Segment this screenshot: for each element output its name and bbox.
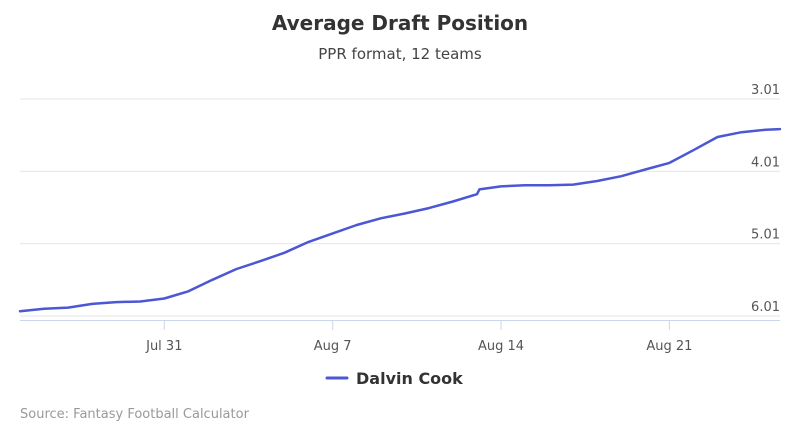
chart-credits: Source: Fantasy Football Calculator: [20, 407, 250, 422]
y-tick-label: 4.01: [751, 155, 780, 170]
legend-label-dalvin-cook[interactable]: Dalvin Cook: [356, 369, 463, 388]
y-axis: 3.01 4.01 5.01 6.01: [751, 83, 780, 315]
x-tick-label: Jul 31: [145, 339, 182, 354]
x-tick-label: Aug 21: [646, 339, 692, 354]
legend[interactable]: Dalvin Cook: [325, 369, 463, 388]
chart-title: Average Draft Position: [272, 11, 528, 35]
x-axis: Jul 31 Aug 7 Aug 14 Aug 21: [20, 320, 780, 354]
series-layer: [18, 127, 782, 313]
y-tick-label: 6.01: [751, 300, 780, 315]
series-line-dalvin-cook[interactable]: [18, 127, 782, 313]
x-tick-label: Aug 14: [478, 339, 524, 354]
x-tick-label: Aug 7: [314, 339, 352, 354]
y-tick-label: 3.01: [751, 83, 780, 98]
grid-lines: [20, 98, 780, 317]
chart-subtitle: PPR format, 12 teams: [318, 45, 482, 63]
y-tick-label: 5.01: [751, 228, 780, 243]
